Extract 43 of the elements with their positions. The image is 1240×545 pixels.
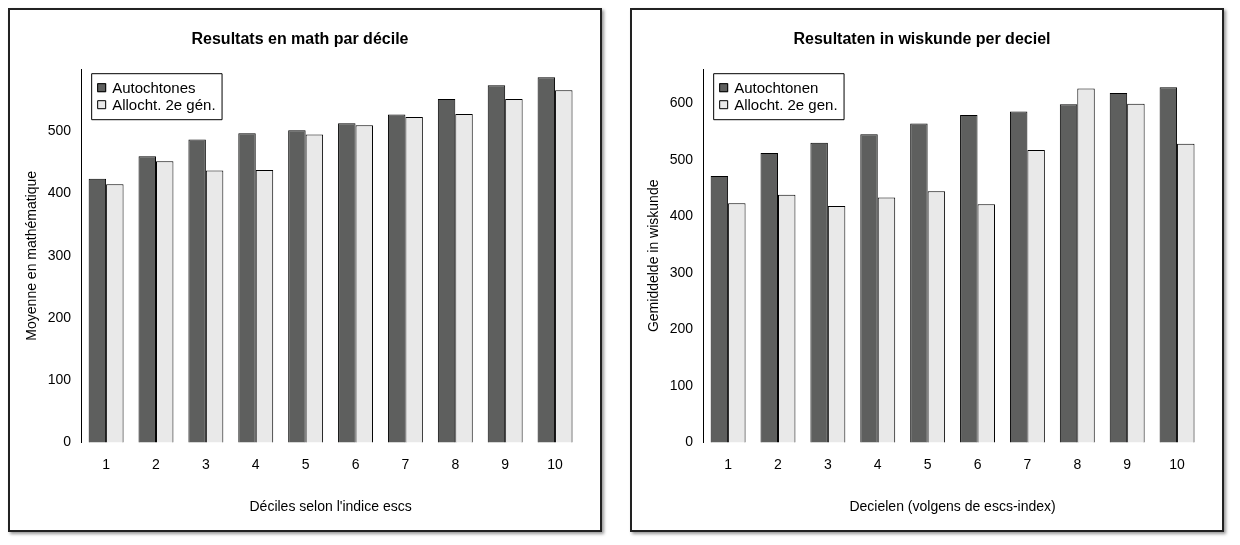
x-tick-label: 8 [451,455,460,472]
x-tick-label: 1 [724,455,733,472]
y-tick-label: 500 [47,122,72,139]
x-tick-label: 2 [774,455,783,472]
x-tick-label: 1 [102,455,111,472]
x-tick-label: 5 [301,455,310,472]
legend-label: Autochtonen [734,78,819,96]
legend-label: Autochtones [112,78,196,96]
x-tick-label: 4 [873,455,882,472]
x-tick-label: 9 [1123,455,1132,472]
x-tick-label: 10 [547,455,564,472]
x-tick-label: 9 [501,455,510,472]
y-tick-label: 300 [47,246,72,263]
y-tick-label: 400 [47,184,72,201]
y-tick-label: 400 [669,207,694,224]
x-axis-title: Déciles selon l'indice escs [249,498,412,515]
y-tick-label: 600 [669,93,694,110]
y-tick-label: 100 [47,371,72,388]
x-tick-label: 5 [923,455,932,472]
x-tick-label: 8 [1073,455,1082,472]
x-tick-label: 3 [823,455,832,472]
x-tick-label: 4 [251,455,260,472]
chart-title: Resultaten in wiskunde per deciel [793,30,1051,48]
x-tick-label: 3 [201,455,210,472]
y-tick-label: 0 [63,433,72,450]
y-tick-label: 200 [47,308,72,325]
y-tick-label: 300 [669,263,694,280]
y-tick-label: 200 [669,320,694,337]
x-tick-label: 6 [351,455,360,472]
y-axis-title: Gemiddelde in wiskunde [645,179,662,333]
y-tick-label: 500 [669,150,694,167]
legend-label: Allocht. 2e gen. [734,95,838,113]
chart-title: Resultats en math par décile [191,30,409,48]
x-tick-label: 7 [401,455,410,472]
y-tick-label: 0 [685,433,694,450]
x-tick-label: 7 [1023,455,1032,472]
x-tick-label: 6 [973,455,982,472]
x-axis-title: Decielen (volgens de escs-index) [849,498,1056,515]
legend-label: Allocht. 2e gén. [112,95,216,113]
y-tick-label: 100 [669,376,694,393]
y-axis-title: Moyenne en mathématique [23,170,40,341]
x-tick-label: 10 [1169,455,1186,472]
x-tick-label: 2 [152,455,161,472]
